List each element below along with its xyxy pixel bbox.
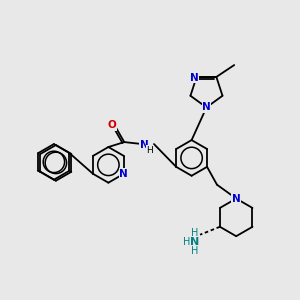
Text: N: N bbox=[190, 237, 200, 247]
Text: H: H bbox=[191, 246, 199, 256]
Text: N: N bbox=[119, 169, 128, 179]
Text: N: N bbox=[202, 102, 211, 112]
Text: N: N bbox=[232, 194, 241, 203]
Text: H: H bbox=[147, 146, 153, 154]
Text: N: N bbox=[190, 73, 199, 83]
Text: N: N bbox=[140, 140, 148, 150]
Text: H: H bbox=[182, 237, 190, 247]
Text: O: O bbox=[108, 120, 117, 130]
Text: H: H bbox=[191, 228, 199, 238]
